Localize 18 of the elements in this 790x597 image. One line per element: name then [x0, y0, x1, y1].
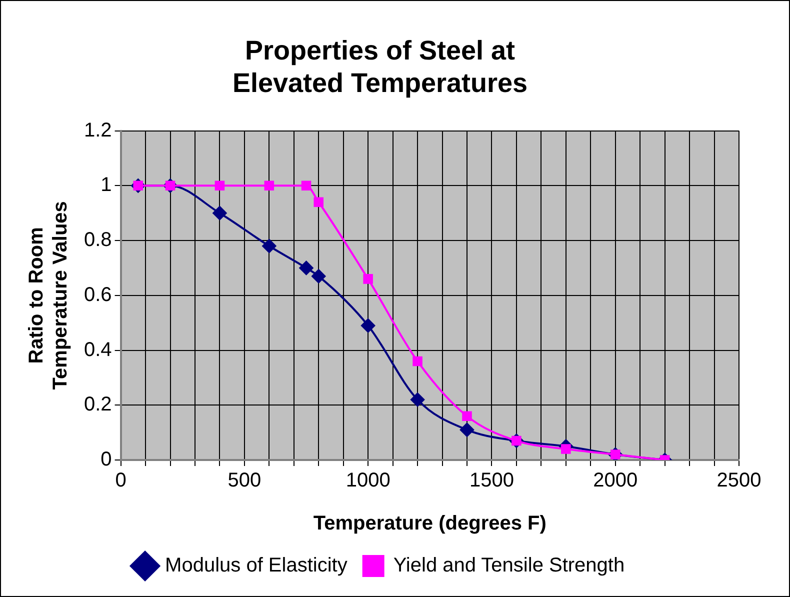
y-tick-label: 0.6	[84, 284, 112, 306]
y-tick-label: 1	[100, 174, 112, 196]
legend-label: Modulus of Elasticity	[165, 554, 348, 577]
x-tick-label: 1500	[469, 470, 514, 492]
y-axis-title: Ratio to Room Temperature Values	[26, 201, 72, 390]
y-tick-label: 0.4	[84, 338, 112, 361]
y-tick-label: 0.2	[84, 394, 112, 416]
x-tick-label: 2500	[716, 470, 762, 492]
y-tick-label: 0.8	[84, 229, 112, 252]
x-tick-label: 1000	[346, 470, 390, 492]
x-tick-label: 500	[228, 470, 262, 492]
x-tick-label: 0	[115, 470, 126, 492]
chart-title: Properties of Steel at Elevated Temperatures	[232, 36, 528, 98]
x-axis-title: Temperature (degrees F)	[313, 512, 546, 535]
y-tick-label: 0	[100, 448, 112, 471]
y-tick-label: 1.2	[84, 119, 112, 142]
legend-label: Yield and Tensile Strength	[393, 554, 625, 577]
x-tick-label: 2000	[593, 470, 638, 492]
